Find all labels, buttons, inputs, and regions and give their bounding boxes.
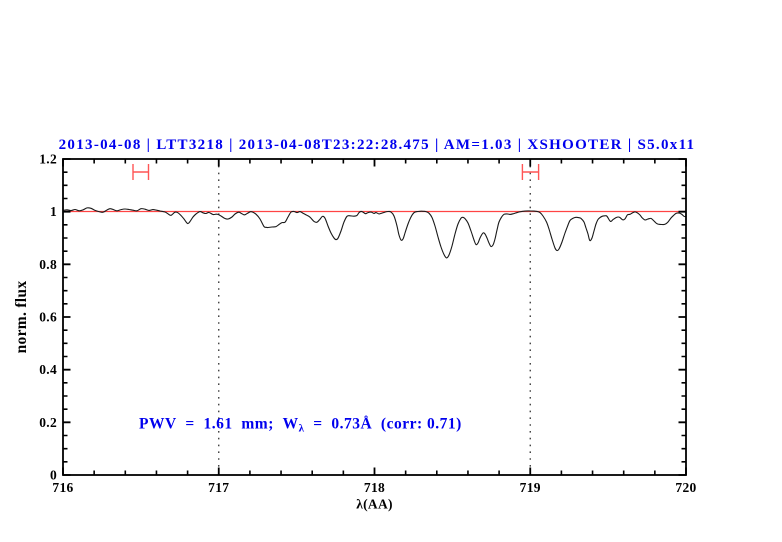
svg-text:0.8: 0.8 <box>39 257 57 272</box>
svg-text:λ(AA): λ(AA) <box>356 497 393 512</box>
svg-text:0.6: 0.6 <box>39 310 57 325</box>
svg-text:PWV = 1.61 mm; Wλ = 0.73: PWV = 1.61 mm; Wλ = 0.73Å (corr: 0.71) <box>139 416 462 435</box>
svg-text:718: 718 <box>364 480 385 495</box>
svg-text:0: 0 <box>50 468 57 483</box>
svg-text:1: 1 <box>50 204 57 219</box>
svg-text:717: 717 <box>208 480 229 495</box>
svg-text:0.4: 0.4 <box>39 362 57 377</box>
svg-text:719: 719 <box>520 480 541 495</box>
svg-text:720: 720 <box>675 480 696 495</box>
svg-text:0.2: 0.2 <box>39 415 57 430</box>
svg-text:1.2: 1.2 <box>39 152 57 167</box>
svg-text:2013-04-08 | LTT3218 | 2013-04: 2013-04-08 | LTT3218 | 2013-04-08T23:22:… <box>59 137 696 153</box>
svg-text:716: 716 <box>52 480 73 495</box>
svg-text:norm. flux: norm. flux <box>13 281 30 354</box>
